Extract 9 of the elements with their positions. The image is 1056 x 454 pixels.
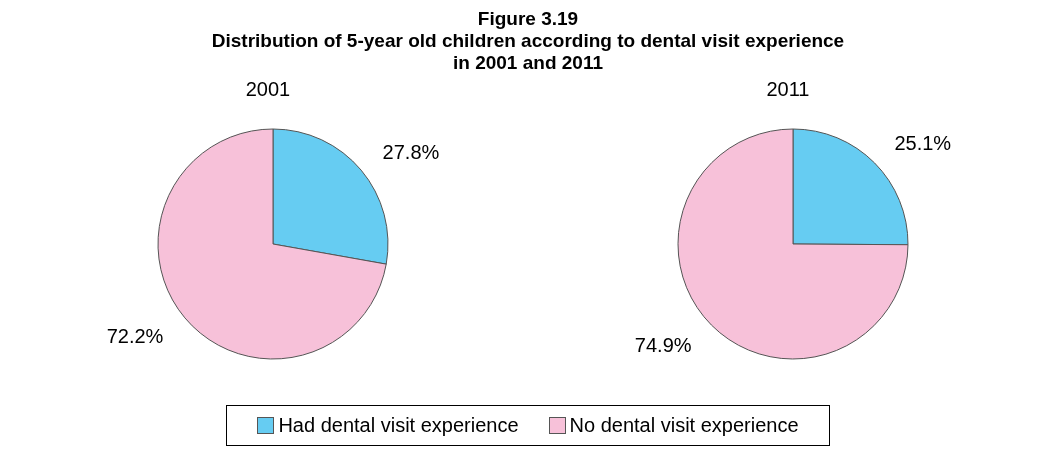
- legend-label: Had dental visit experience: [277, 414, 519, 437]
- chart-subtitle: 2001: [244, 78, 292, 102]
- data-label: 25.1%: [894, 132, 952, 155]
- chart-subtitle: 2011: [765, 78, 811, 102]
- data-label: 27.8%: [382, 141, 440, 164]
- chart-title: Figure 3.19 Distribution of 5-year old children according to dental visit experience in 2001 and 2011: [210, 8, 846, 74]
- legend-label: No dental visit experience: [568, 414, 799, 437]
- data-label: 72.2%: [106, 324, 164, 347]
- data-label: 74.9%: [634, 333, 692, 356]
